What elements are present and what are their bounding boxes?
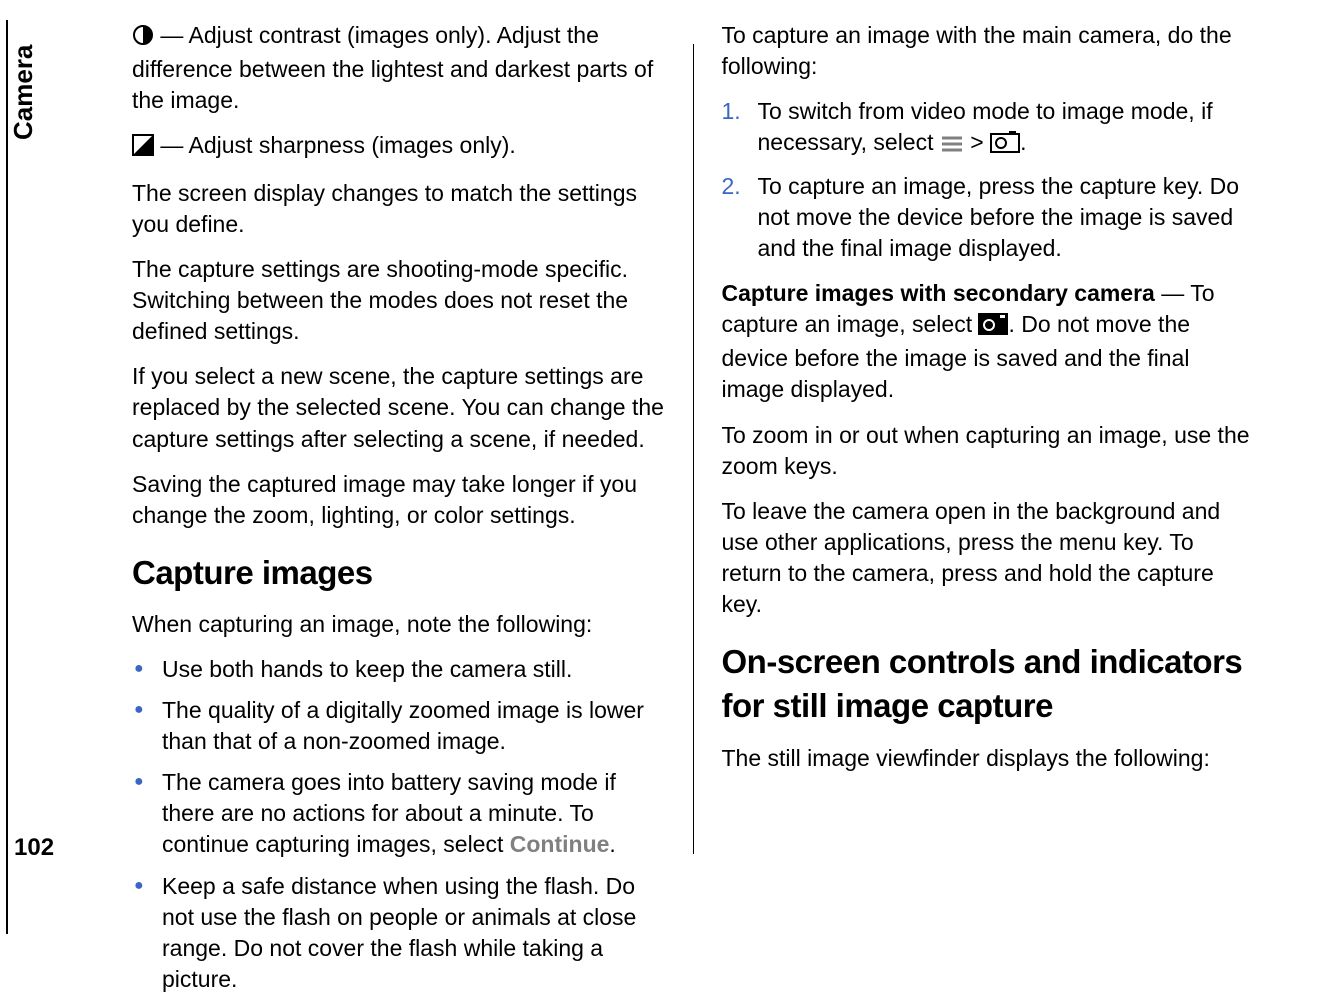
continue-label: Continue	[510, 831, 610, 857]
viewfinder-intro: The still image viewfinder displays the …	[722, 743, 1255, 774]
list-item: Use both hands to keep the camera still.	[132, 654, 665, 685]
background-note: To leave the camera open in the backgrou…	[722, 496, 1255, 620]
side-rail: Camera 102	[0, 0, 64, 954]
battery-saving-text-b: .	[609, 831, 615, 857]
list-item: The quality of a digitally zoomed image …	[132, 695, 665, 757]
capture-intro: When capturing an image, note the follow…	[132, 609, 665, 640]
contrast-icon	[132, 23, 154, 54]
right-column: To capture an image with the main camera…	[694, 20, 1283, 914]
sharpness-icon	[132, 133, 154, 164]
list-item: The camera goes into battery saving mode…	[132, 767, 665, 860]
scene-note: If you select a new scene, the capture s…	[132, 361, 665, 454]
capture-tips-list: Use both hands to keep the camera still.…	[132, 654, 665, 994]
sharpness-item: — Adjust sharpness (images only).	[132, 130, 665, 164]
step1-text-b: >	[964, 129, 990, 155]
content-area: — Adjust contrast (images only). Adjust …	[64, 0, 1322, 954]
capture-images-heading: Capture images	[132, 551, 665, 596]
main-camera-steps: To switch from video mode to image mode,…	[722, 96, 1255, 264]
image-mode-icon	[990, 130, 1020, 161]
section-label: Camera	[8, 45, 39, 140]
main-camera-intro: To capture an image with the main camera…	[722, 20, 1255, 82]
list-item: Keep a safe distance when using the flas…	[132, 871, 665, 995]
rail-divider	[6, 20, 8, 934]
settings-mode-note: The capture settings are shooting-mode s…	[132, 254, 665, 347]
contrast-item: — Adjust contrast (images only). Adjust …	[132, 20, 665, 116]
camera-capture-icon	[978, 312, 1008, 343]
left-column: — Adjust contrast (images only). Adjust …	[104, 20, 693, 914]
zoom-note: To zoom in or out when capturing an imag…	[722, 420, 1255, 482]
onscreen-controls-heading: On-screen controls and indicators for st…	[722, 640, 1255, 729]
sharpness-text: — Adjust sharpness (images only).	[160, 132, 515, 158]
contrast-text: — Adjust contrast (images only). Adjust …	[132, 22, 653, 113]
secondary-camera-para: Capture images with secondary camera — T…	[722, 278, 1255, 405]
list-item: To capture an image, press the capture k…	[722, 171, 1255, 264]
save-delay-note: Saving the captured image may take longe…	[132, 469, 665, 531]
page-number: 102	[14, 834, 54, 862]
step1-text-c: .	[1020, 129, 1026, 155]
menu-icon	[940, 130, 964, 161]
settings-display-note: The screen display changes to match the …	[132, 178, 665, 240]
list-item: To switch from video mode to image mode,…	[722, 96, 1255, 161]
page-root: Camera 102 — Adjust contrast (images onl…	[0, 0, 1322, 954]
secondary-camera-title: Capture images with secondary camera	[722, 280, 1155, 306]
